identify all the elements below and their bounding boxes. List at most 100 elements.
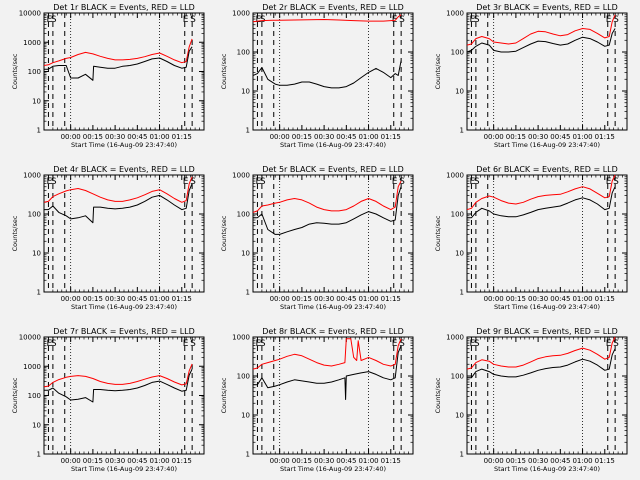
x-tick-label: 00:30 — [314, 457, 334, 465]
y-tick-label: 1000 — [23, 363, 41, 371]
y-tick-label: 10 — [241, 412, 250, 420]
x-tick-label: 01:15 — [172, 133, 192, 141]
event-marker-label: S — [190, 15, 196, 25]
y-tick-label: 10000 — [19, 334, 41, 342]
x-tick-label: 01:00 — [358, 133, 378, 141]
event-marker-label: E — [606, 15, 612, 25]
detector-panel: Det 3r BLACK = Events, RED = LLD 1 10 100 10… — [434, 3, 628, 149]
y-tick-label: 1 — [246, 451, 250, 459]
x-tick-label: 00:00 — [484, 295, 504, 303]
x-tick-label: 01:00 — [572, 133, 592, 141]
x-tick-label: 00:00 — [270, 133, 290, 141]
y-axis-label: Counts/sec — [220, 215, 228, 251]
x-tick-label: 00:00 — [484, 457, 504, 465]
series-events-line — [466, 28, 616, 53]
y-tick-label: 1 — [37, 127, 41, 135]
x-tick-label: 01:00 — [358, 295, 378, 303]
y-tick-label: 10 — [241, 88, 250, 96]
event-marker-label: E — [183, 15, 189, 25]
panel-title: Det 6r BLACK = Events, RED = LLD — [476, 165, 618, 174]
y-tick-label: 1 — [246, 127, 250, 135]
x-tick-label: 00:15 — [506, 295, 526, 303]
y-tick-label: 1 — [37, 451, 41, 459]
event-marker-label: E — [469, 339, 475, 349]
y-axis-label: Counts/sec — [434, 377, 442, 413]
x-tick-label: 00:45 — [336, 133, 356, 141]
x-tick-label: 00:00 — [270, 457, 290, 465]
event-marker-label: S — [474, 15, 480, 25]
event-marker-label: E — [46, 177, 52, 187]
x-tick-label: 00:45 — [127, 133, 147, 141]
y-axis-label: Counts/sec — [11, 53, 19, 89]
y-axis-label: Counts/sec — [434, 215, 442, 251]
x-tick-label: 01:15 — [381, 457, 401, 465]
event-marker-label: S — [613, 339, 619, 349]
x-axis-label: Start Time (16-Aug-09 23:47:40) — [494, 303, 600, 311]
event-marker-label: E — [255, 339, 261, 349]
x-tick-label: 01:15 — [595, 133, 615, 141]
series-lld-line — [43, 363, 193, 388]
series-events-line — [44, 46, 193, 81]
x-tick-label: 01:15 — [172, 295, 192, 303]
x-tick-label: 01:15 — [595, 295, 615, 303]
detector-panel: Det 8r BLACK = Events, RED = LLD 1 10 100 10… — [220, 327, 414, 473]
x-axis-label: Start Time (16-Aug-09 23:47:40) — [494, 465, 600, 473]
x-axis-label: Start Time (16-Aug-09 23:47:40) — [280, 141, 386, 149]
x-tick-label: 00:15 — [506, 133, 526, 141]
y-tick-label: 1000 — [23, 39, 41, 47]
x-tick-label: 00:15 — [292, 295, 312, 303]
event-marker-label: S — [51, 339, 57, 349]
x-tick-label: 00:15 — [506, 457, 526, 465]
y-tick-label: 100 — [28, 211, 41, 219]
y-tick-label: 10 — [455, 88, 464, 96]
panel-title: Det 5r BLACK = Events, RED = LLD — [262, 165, 404, 174]
y-tick-label: 1000 — [232, 172, 250, 180]
panel-title: Det 8r BLACK = Events, RED = LLD — [262, 327, 404, 336]
series-events-line — [467, 348, 616, 379]
x-tick-label: 00:15 — [292, 457, 312, 465]
x-tick-label: 00:15 — [292, 133, 312, 141]
x-tick-label: 00:30 — [105, 295, 125, 303]
y-tick-label: 10000 — [19, 10, 41, 18]
event-marker-label: S — [474, 339, 480, 349]
x-tick-label: 00:00 — [61, 295, 81, 303]
x-tick-label: 00:30 — [105, 457, 125, 465]
x-axis-label: Start Time (16-Aug-09 23:47:40) — [494, 141, 600, 149]
event-marker-label: E — [606, 177, 612, 187]
y-tick-label: 10 — [241, 250, 250, 258]
panel-title: Det 1r BLACK = Events, RED = LLD — [53, 3, 195, 12]
event-marker-label: S — [51, 15, 57, 25]
x-tick-label: 00:00 — [61, 457, 81, 465]
x-axis-label: Start Time (16-Aug-09 23:47:40) — [280, 465, 386, 473]
panel-title: Det 3r BLACK = Events, RED = LLD — [476, 3, 618, 12]
y-tick-label: 10 — [455, 412, 464, 420]
x-tick-label: 01:15 — [381, 295, 401, 303]
x-tick-label: 01:15 — [172, 457, 192, 465]
y-tick-label: 1 — [246, 289, 250, 297]
x-axis-label: Start Time (16-Aug-09 23:47:40) — [71, 141, 177, 149]
detector-panel: Det 2r BLACK = Events, RED = LLD 1 10 100 10… — [220, 3, 414, 149]
event-marker-label: E — [183, 339, 189, 349]
x-tick-label: 01:00 — [358, 457, 378, 465]
series-events-line — [253, 186, 402, 235]
series-events-line — [467, 186, 616, 219]
event-marker-label: E — [392, 177, 398, 187]
y-axis-label: Counts/sec — [220, 377, 228, 413]
x-tick-label: 01:00 — [149, 133, 169, 141]
series-lld-line — [252, 14, 402, 23]
x-tick-label: 00:15 — [83, 295, 103, 303]
series-events-line — [44, 183, 193, 224]
y-tick-label: 10 — [32, 421, 41, 429]
detector-panel: Det 4r BLACK = Events, RED = LLD 1 10 100 10… — [11, 165, 205, 311]
panel-title: Det 9r BLACK = Events, RED = LLD — [476, 327, 618, 336]
y-tick-label: 100 — [237, 211, 250, 219]
y-tick-label: 100 — [451, 49, 464, 57]
event-marker-label: E — [469, 177, 475, 187]
x-tick-label: 00:45 — [127, 457, 147, 465]
panel-title: Det 4r BLACK = Events, RED = LLD — [53, 165, 195, 174]
x-tick-label: 00:45 — [336, 295, 356, 303]
x-tick-label: 00:45 — [550, 295, 570, 303]
y-tick-label: 100 — [28, 68, 41, 76]
y-tick-label: 1 — [460, 289, 464, 297]
event-marker-label: S — [399, 339, 405, 349]
